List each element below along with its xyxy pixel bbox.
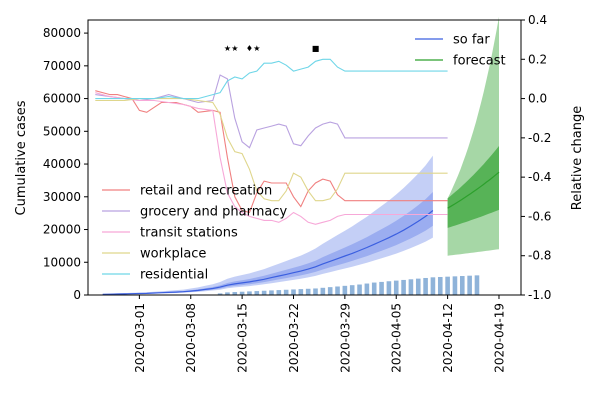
x-tick-label: 2020-03-22	[287, 303, 301, 373]
daily-bar	[467, 275, 472, 295]
case-uncertainty-bands	[102, 155, 433, 295]
daily-bar	[401, 279, 406, 295]
cases-outer-band	[102, 155, 433, 295]
plot-frame	[87, 19, 522, 296]
legend-label: transit stations	[140, 226, 238, 241]
x-tick-label: 2020-04-12	[441, 303, 455, 373]
x-tick-label: 2020-03-15	[236, 303, 250, 373]
x-tick-label: 2020-03-29	[338, 303, 352, 373]
mobility-line	[95, 74, 448, 149]
forecast-median-line	[447, 171, 500, 209]
daily-bar	[320, 287, 326, 295]
event-marker: ★	[224, 44, 231, 53]
y-right-tick-label: -0.2	[528, 131, 551, 145]
y-right-tick-label: 0.0	[528, 92, 547, 106]
forecast-inner-band	[447, 146, 499, 228]
y-left-tick-label: 0	[73, 288, 81, 302]
legend-label: grocery and pharmacy	[140, 205, 288, 220]
y-left-tick-label: 80000	[43, 26, 81, 40]
daily-bar	[430, 277, 436, 295]
y-left-tick-label: 30000	[43, 190, 81, 204]
mobility-line	[95, 98, 448, 202]
daily-bar	[269, 290, 274, 295]
daily-bar	[393, 280, 399, 295]
daily-bar	[379, 281, 384, 295]
y-right-tick-label: -0.6	[528, 209, 551, 223]
y-left-tick-label: 20000	[43, 223, 81, 237]
legend-mobility: retail and recreation grocery and pharmac…	[102, 184, 288, 283]
daily-bar	[357, 284, 362, 295]
mobility-line	[95, 58, 448, 100]
y-right-tick-label: -0.8	[528, 249, 551, 263]
y-left-tick-label: 40000	[43, 157, 81, 171]
legend-cases: so far forecast	[415, 33, 506, 69]
y-right-tick-label: 0.4	[528, 13, 547, 27]
event-marker: ★	[231, 44, 238, 53]
mobility-line	[95, 90, 448, 214]
cases-line	[102, 210, 434, 295]
event-markers: ★ ★ ♦ ★ ■	[224, 44, 319, 53]
daily-bar	[254, 291, 260, 295]
daily-bar	[342, 285, 348, 295]
event-marker: ★	[253, 44, 260, 53]
daily-bar	[313, 288, 318, 295]
y-axis-left: 0 10000 20000 30000 40000 50000 60000 70000 8000…	[43, 26, 88, 302]
daily-bar	[349, 285, 355, 295]
daily-bar	[291, 289, 296, 295]
daily-bar	[232, 292, 238, 295]
event-marker: ■	[312, 44, 320, 53]
daily-bar	[247, 291, 252, 295]
daily-bar	[371, 282, 377, 295]
y-right-tick-label: -0.4	[528, 170, 551, 184]
daily-bar	[305, 288, 311, 295]
x-tick-label: 2020-04-05	[390, 303, 404, 373]
daily-bar	[283, 289, 289, 295]
daily-bar	[364, 283, 370, 295]
daily-bar	[437, 276, 443, 295]
y-left-tick-label: 50000	[43, 124, 81, 138]
y-axis-left-label: Cumulative cases	[14, 100, 29, 215]
x-axis: 2020-03-01 2020-03-08 2020-03-15 2020-03-22…	[133, 295, 507, 373]
daily-bar	[445, 276, 450, 295]
forecast-bands	[447, 16, 500, 256]
cases-so-far-line	[102, 210, 434, 295]
daily-bar	[327, 287, 333, 295]
daily-bar	[415, 278, 421, 295]
legend-label: retail and recreation	[140, 184, 272, 199]
y-right-tick-label: -1.0	[528, 288, 551, 302]
daily-bar	[225, 292, 230, 295]
y-left-tick-label: 70000	[43, 59, 81, 73]
legend-label: workplace	[140, 247, 206, 262]
y-axis-right-label: Relative change	[570, 106, 585, 210]
daily-bar	[261, 290, 267, 295]
daily-bar	[408, 279, 414, 295]
legend-label: residential	[140, 268, 208, 283]
x-tick-label: 2020-03-01	[133, 303, 147, 373]
cases-inner-band	[102, 192, 433, 295]
legend-label: forecast	[453, 54, 506, 69]
daily-bar	[298, 289, 304, 295]
daily-bar	[386, 281, 392, 295]
mobility-lines	[95, 58, 448, 225]
x-tick-label: 2020-03-08	[184, 303, 198, 373]
x-tick-label: 2020-04-19	[493, 303, 507, 373]
daily-bar	[239, 291, 245, 295]
daily-bars	[217, 275, 480, 295]
y-axis-right: -1.0 -0.8 -0.6 -0.4 -0.2 0.0 0.2 0.4	[521, 13, 551, 302]
y-right-tick-label: 0.2	[528, 52, 547, 66]
y-left-tick-label: 10000	[43, 255, 81, 269]
daily-bar	[276, 290, 282, 295]
daily-bar	[217, 293, 223, 295]
mobility-line	[95, 92, 448, 225]
daily-bar	[459, 276, 465, 295]
daily-bar	[474, 275, 480, 295]
daily-bar	[335, 286, 340, 295]
event-marker: ♦	[246, 44, 253, 53]
y-left-tick-label: 60000	[43, 92, 81, 106]
legend-label: so far	[453, 33, 490, 48]
daily-bar	[423, 277, 428, 295]
daily-bar	[452, 276, 458, 295]
